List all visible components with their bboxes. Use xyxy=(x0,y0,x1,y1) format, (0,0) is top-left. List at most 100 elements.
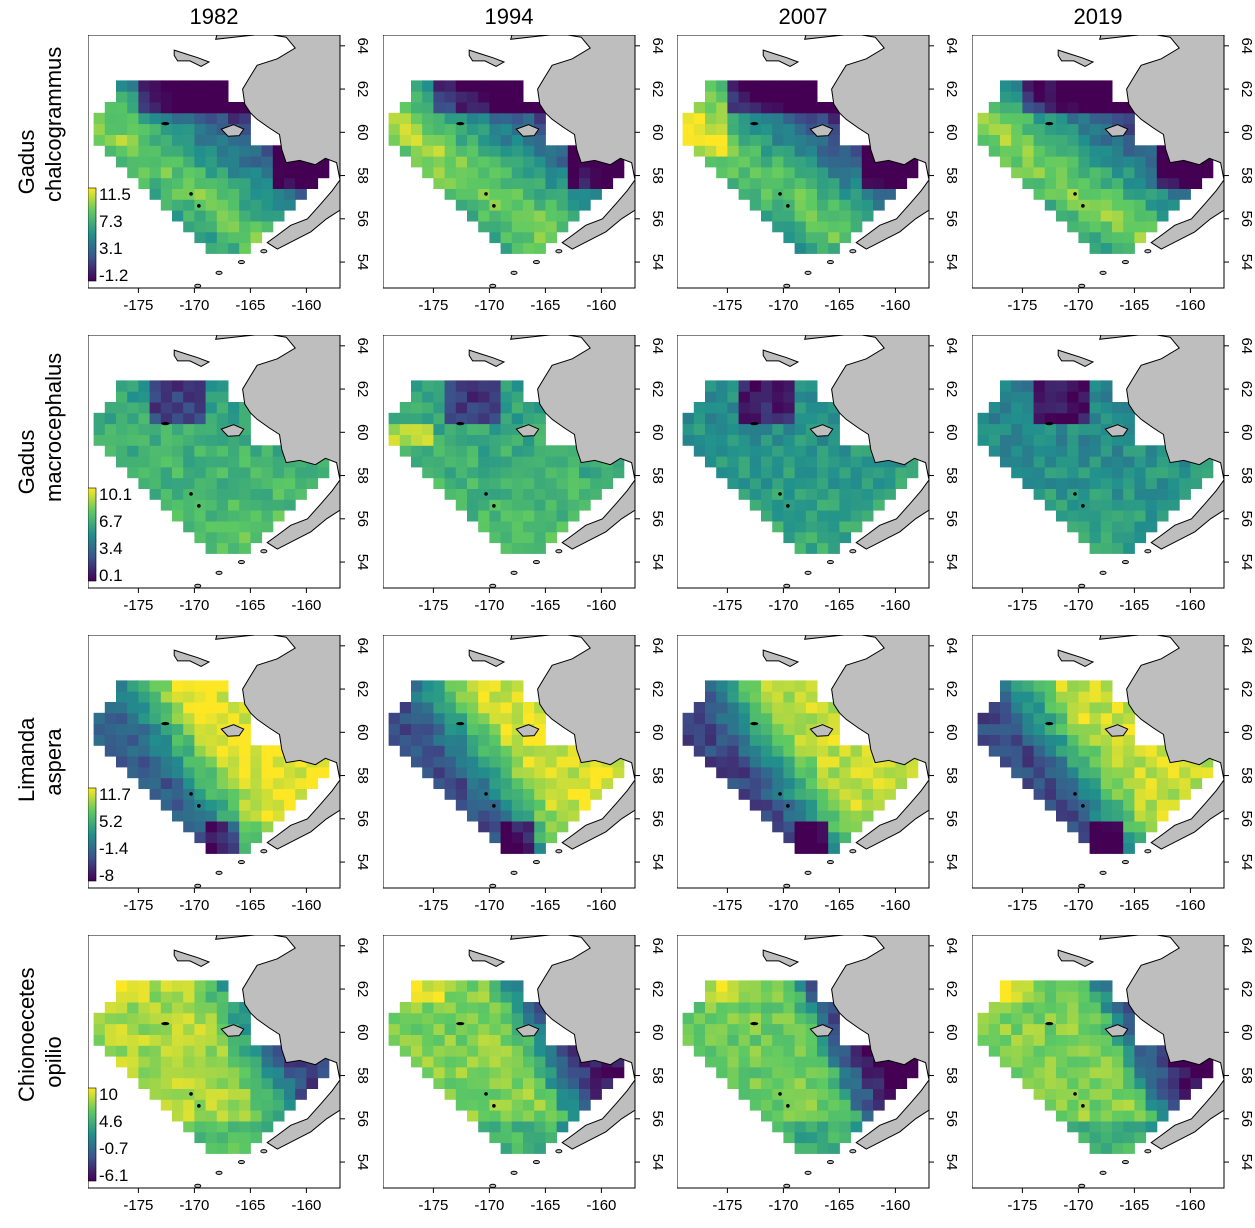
x-tick-label: -165 xyxy=(824,597,854,614)
panel-frame xyxy=(383,935,636,1189)
x-tick-label: -175 xyxy=(418,597,448,614)
alaska-land xyxy=(510,35,635,250)
x-tick-label: -170 xyxy=(768,897,798,914)
pribilof-island xyxy=(778,492,782,496)
pribilof-island xyxy=(778,792,782,796)
aleutian-island xyxy=(532,259,540,265)
nunivak-island xyxy=(515,124,540,137)
y-tick-label: 60 xyxy=(354,424,371,441)
nunivak-island xyxy=(515,724,540,737)
pribilof-island xyxy=(778,192,782,196)
aleutian-island xyxy=(470,1193,476,1196)
pribilof-island xyxy=(197,1104,201,1108)
x-tick-label: -160 xyxy=(586,297,616,314)
x-tick-label: -165 xyxy=(235,297,265,314)
aleutian-island xyxy=(532,559,540,565)
y-tick-label: 54 xyxy=(354,854,371,871)
pribilof-island xyxy=(189,492,193,496)
raster-field xyxy=(977,980,1214,1154)
x-tick-label: -175 xyxy=(123,597,153,614)
x-tick-label: -160 xyxy=(586,597,616,614)
pribilof-island xyxy=(1081,804,1085,808)
aleutian-island xyxy=(1099,570,1107,575)
x-tick-label: -165 xyxy=(824,897,854,914)
y-tick-label: 58 xyxy=(354,1067,371,1084)
y-tick-label: 60 xyxy=(943,424,960,441)
st-matthew-island xyxy=(1045,422,1054,426)
legend: 11.5 7.3 3.1 -1.2 xyxy=(88,185,131,285)
panel-frame xyxy=(677,35,930,289)
raster-field xyxy=(93,980,330,1154)
aleutian-island xyxy=(804,870,812,875)
y-tick-label: 54 xyxy=(943,554,960,571)
aleutian-island xyxy=(510,570,518,575)
y-tick-label: 54 xyxy=(1238,554,1255,571)
x-tick-label: -175 xyxy=(1007,297,1037,314)
pribilof-island xyxy=(484,1092,488,1096)
map-panel: -175 -170 -165 -160 64 62 60 58 56 54 xyxy=(383,335,666,614)
y-tick-label: 60 xyxy=(354,124,371,141)
y-tick-label: 62 xyxy=(649,381,666,398)
panel-frame xyxy=(972,635,1225,889)
st-matthew-island xyxy=(161,422,170,426)
x-tick-label: -160 xyxy=(291,897,321,914)
x-tick-label: -170 xyxy=(179,597,209,614)
y-tick-label: 64 xyxy=(649,637,666,654)
legend-label: 11.5 xyxy=(99,185,131,204)
st-lawrence-island xyxy=(762,349,800,367)
aleutian-island xyxy=(764,893,770,896)
y-tick-label: 62 xyxy=(943,981,960,998)
y-tick-label: 60 xyxy=(649,124,666,141)
alaska-land xyxy=(804,935,929,1150)
st-matthew-island xyxy=(1045,1022,1054,1026)
st-lawrence-island xyxy=(173,949,211,967)
aleutian-island xyxy=(804,270,812,275)
x-tick-label: -170 xyxy=(1063,1197,1093,1214)
y-tick-label: 64 xyxy=(1238,637,1255,654)
y-tick-label: 64 xyxy=(943,637,960,654)
y-tick-label: 64 xyxy=(649,337,666,354)
st-lawrence-island xyxy=(1057,349,1095,367)
x-tick-label: -175 xyxy=(712,1197,742,1214)
aleutian-island xyxy=(260,849,268,854)
y-tick-label: 62 xyxy=(354,81,371,98)
y-tick-label: 56 xyxy=(354,1110,371,1127)
nunivak-island xyxy=(515,424,540,437)
y-tick-label: 56 xyxy=(649,810,666,827)
y-tick-label: 62 xyxy=(943,381,960,398)
pribilof-island xyxy=(492,804,496,808)
raster-field xyxy=(388,80,625,254)
raster-field xyxy=(977,380,1214,554)
aleutian-island xyxy=(1059,293,1065,296)
map-panel: -175 -170 -165 -160 64 62 60 58 56 54 xyxy=(972,335,1255,614)
pribilof-island xyxy=(1073,1092,1077,1096)
x-tick-label: -170 xyxy=(474,297,504,314)
st-matthew-island xyxy=(750,1022,759,1026)
x-tick-label: -160 xyxy=(1175,897,1205,914)
x-tick-label: -160 xyxy=(291,297,321,314)
panel-frame xyxy=(972,335,1225,589)
y-tick-label: 56 xyxy=(1238,1110,1255,1127)
aleutian-island xyxy=(804,1170,812,1175)
aleutian-island xyxy=(215,870,223,875)
aleutian-island xyxy=(510,270,518,275)
x-tick-label: -170 xyxy=(768,1197,798,1214)
y-tick-label: 54 xyxy=(943,1154,960,1171)
aleutian-island xyxy=(1099,1170,1107,1175)
y-tick-label: 58 xyxy=(354,467,371,484)
st-lawrence-island xyxy=(173,49,211,67)
pribilof-island xyxy=(786,204,790,208)
nunivak-island xyxy=(809,1024,834,1037)
nunivak-island xyxy=(220,724,245,737)
st-lawrence-island xyxy=(173,649,211,667)
panel-frame xyxy=(677,935,930,1189)
alaska-land xyxy=(510,935,635,1150)
y-tick-label: 58 xyxy=(649,467,666,484)
st-lawrence-island xyxy=(173,349,211,367)
map-panel: -175 -170 -165 -160 64 62 60 58 56 54 xyxy=(677,335,960,614)
x-tick-label: -160 xyxy=(1175,597,1205,614)
x-tick-label: -165 xyxy=(1119,1197,1149,1214)
map-panel: -175 -170 -165 -160 64 62 60 58 56 54 11.7 5.2 -1.4 -… xyxy=(88,635,371,914)
aleutian-island xyxy=(194,883,202,888)
y-tick-label: 56 xyxy=(649,510,666,527)
